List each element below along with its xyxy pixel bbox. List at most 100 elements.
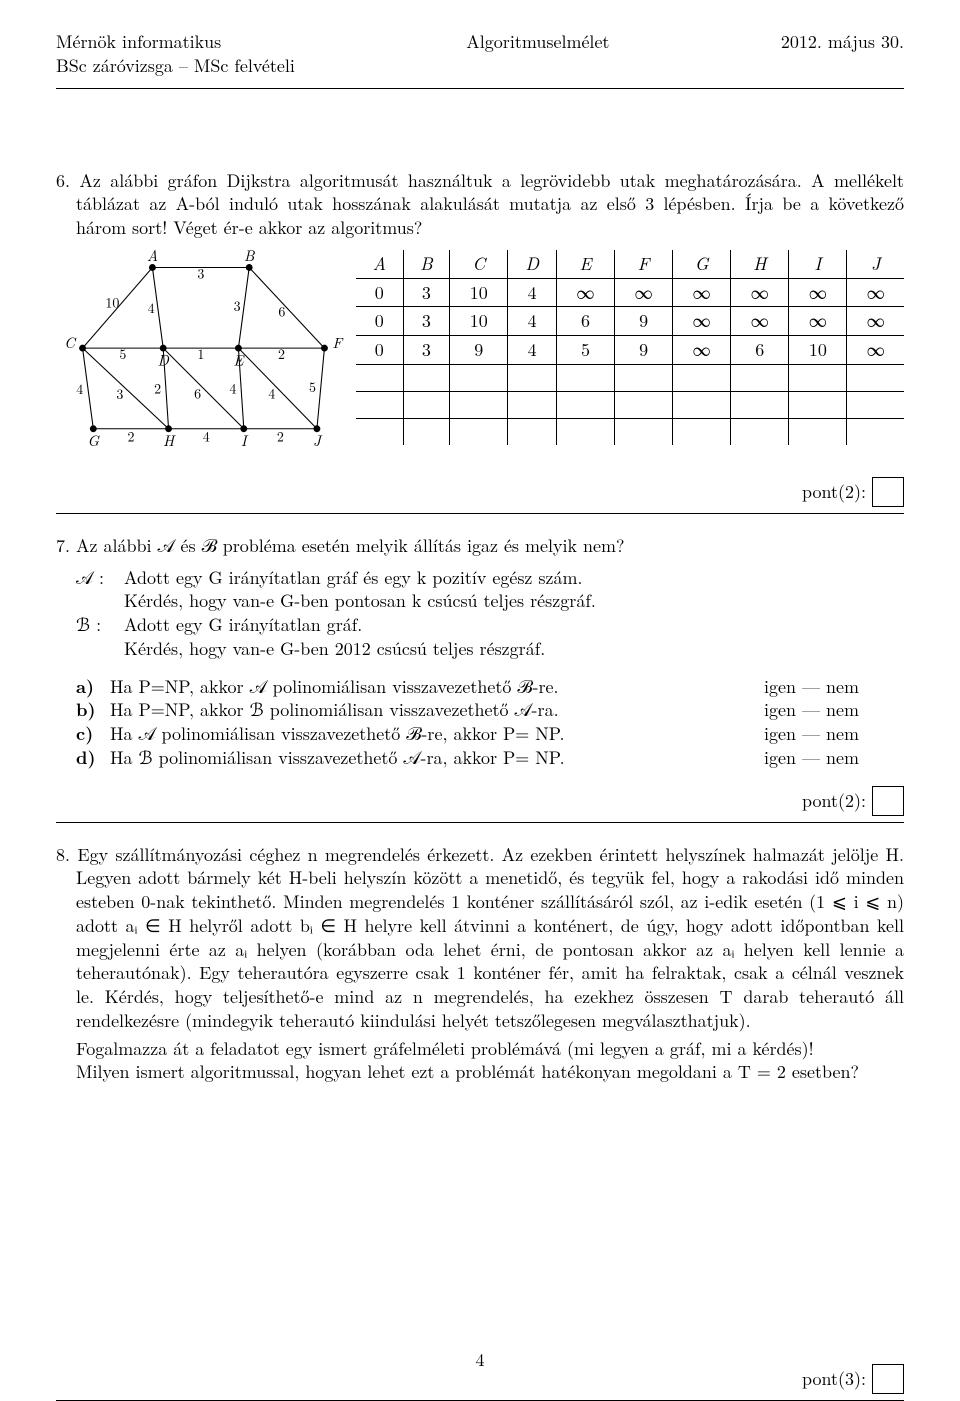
q7-option-answer[interactable]: igen — nem [764,675,904,699]
svg-text:4: 4 [148,298,155,318]
table-cell: ∞ [789,278,847,307]
table-cell [847,391,904,418]
table-cell [615,364,673,391]
q7-option-text: Ha 𝒜 polinomiálisan visszavezethető ℬ-re… [110,722,764,746]
svg-text:4: 4 [268,383,275,403]
table-cell: 6 [731,336,789,365]
table-cell [356,418,403,445]
q7-option-text: Ha ℬ polinomiálisan visszavezethető 𝒜-ra… [110,746,764,770]
table-header-cell: H [731,250,789,278]
table-cell: 4 [508,336,557,365]
table-cell: 3 [403,278,450,307]
table-cell [450,418,508,445]
header-center: Algoritmuselmélet [295,30,781,78]
separator-7-8 [56,822,904,823]
table-cell [847,364,904,391]
table-cell [556,391,614,418]
table-cell [403,418,450,445]
svg-text:6: 6 [194,383,201,403]
q7-option-label: a) [56,675,110,699]
page-number: 4 [0,1348,960,1372]
table-header-cell: J [847,250,904,278]
svg-text:A: A [147,246,158,266]
table-cell: ∞ [556,278,614,307]
problem-8: 8. Egy szállítmányozási céghez n megrend… [56,843,904,1395]
q6-text: Az alábbi gráfon Dijkstra algoritmusát h… [76,168,904,241]
table-cell: 0 [356,336,403,365]
svg-text:H: H [163,430,176,451]
svg-text:3: 3 [234,296,241,316]
separator-6-7 [56,513,904,514]
table-cell: 9 [615,307,673,336]
header-left-line2: BSc záróvizsga – MSc felvételi [56,54,295,78]
table-cell [508,364,557,391]
table-cell [615,418,673,445]
table-cell [556,418,614,445]
q7-option-text: Ha P=NP, akkor 𝒜 polinomiálisan visszave… [110,675,764,699]
table-cell: 3 [403,336,450,365]
table-cell [403,391,450,418]
table-cell: ∞ [673,278,731,307]
table-cell [673,418,731,445]
svg-text:E: E [233,349,245,370]
q7-pont-box[interactable] [872,786,904,816]
q7-B-label: ℬ : [56,613,124,637]
q7-option-label: b) [56,698,110,722]
page-header: Mérnök informatikus BSc záróvizsga – MSc… [56,30,904,78]
svg-text:5: 5 [119,344,126,364]
svg-text:10: 10 [105,292,119,312]
svg-text:1: 1 [197,344,204,364]
q7-A-line1: Adott egy G irányítatlan gráf és egy k p… [124,566,904,590]
svg-text:4: 4 [76,379,83,399]
table-cell [508,391,557,418]
table-cell: ∞ [673,336,731,365]
table-cell: ∞ [847,307,904,336]
q6-pont-box[interactable] [872,477,904,507]
problem-7: 7. Az alábbi 𝒜 és ℬ probléma esetén mely… [56,534,904,816]
svg-text:I: I [241,430,249,451]
q7-number: 7. [56,533,70,558]
table-cell [356,364,403,391]
q7-option-answer[interactable]: igen — nem [764,698,904,722]
table-cell [789,418,847,445]
q7-pont-label: pont(2): [802,789,866,813]
table-cell [731,364,789,391]
q7-option-label: c) [56,722,110,746]
svg-text:5: 5 [309,377,316,397]
q6-number: 6. [56,168,70,193]
svg-text:J: J [313,430,323,451]
svg-text:D: D [158,349,170,370]
table-header-cell: A [356,250,403,278]
svg-text:B: B [244,246,256,266]
table-cell: ∞ [615,278,673,307]
table-cell [673,364,731,391]
table-cell [615,391,673,418]
table-cell [403,364,450,391]
header-right: 2012. május 30. [781,30,904,78]
table-cell [508,418,557,445]
svg-text:3: 3 [197,263,204,283]
svg-text:4: 4 [203,426,210,446]
q8-number: 8. [56,842,70,867]
table-header-cell: I [789,250,847,278]
problem-6: 6. Az alábbi gráfon Dijkstra algoritmusá… [56,169,904,507]
table-cell: 5 [556,336,614,365]
q7-B-line1: Adott egy G irányítatlan gráf. [124,613,904,637]
table-header-cell: D [508,250,557,278]
table-cell: 10 [450,278,508,307]
table-cell [450,364,508,391]
table-cell [556,364,614,391]
table-cell: ∞ [847,336,904,365]
q6-dijkstra-table: ABCDEFGHIJ03104∞∞∞∞∞∞0310469∞∞∞∞039459∞6… [356,250,904,445]
header-rule [56,88,904,89]
table-cell: 3 [403,307,450,336]
q7-option-answer[interactable]: igen — nem [764,746,904,770]
svg-text:2: 2 [277,426,284,446]
svg-text:G: G [87,430,100,451]
table-cell: 4 [508,307,557,336]
q7-option-label: d) [56,746,110,770]
q7-option-answer[interactable]: igen — nem [764,722,904,746]
table-header-cell: B [403,250,450,278]
table-header-cell: F [615,250,673,278]
table-cell [789,364,847,391]
